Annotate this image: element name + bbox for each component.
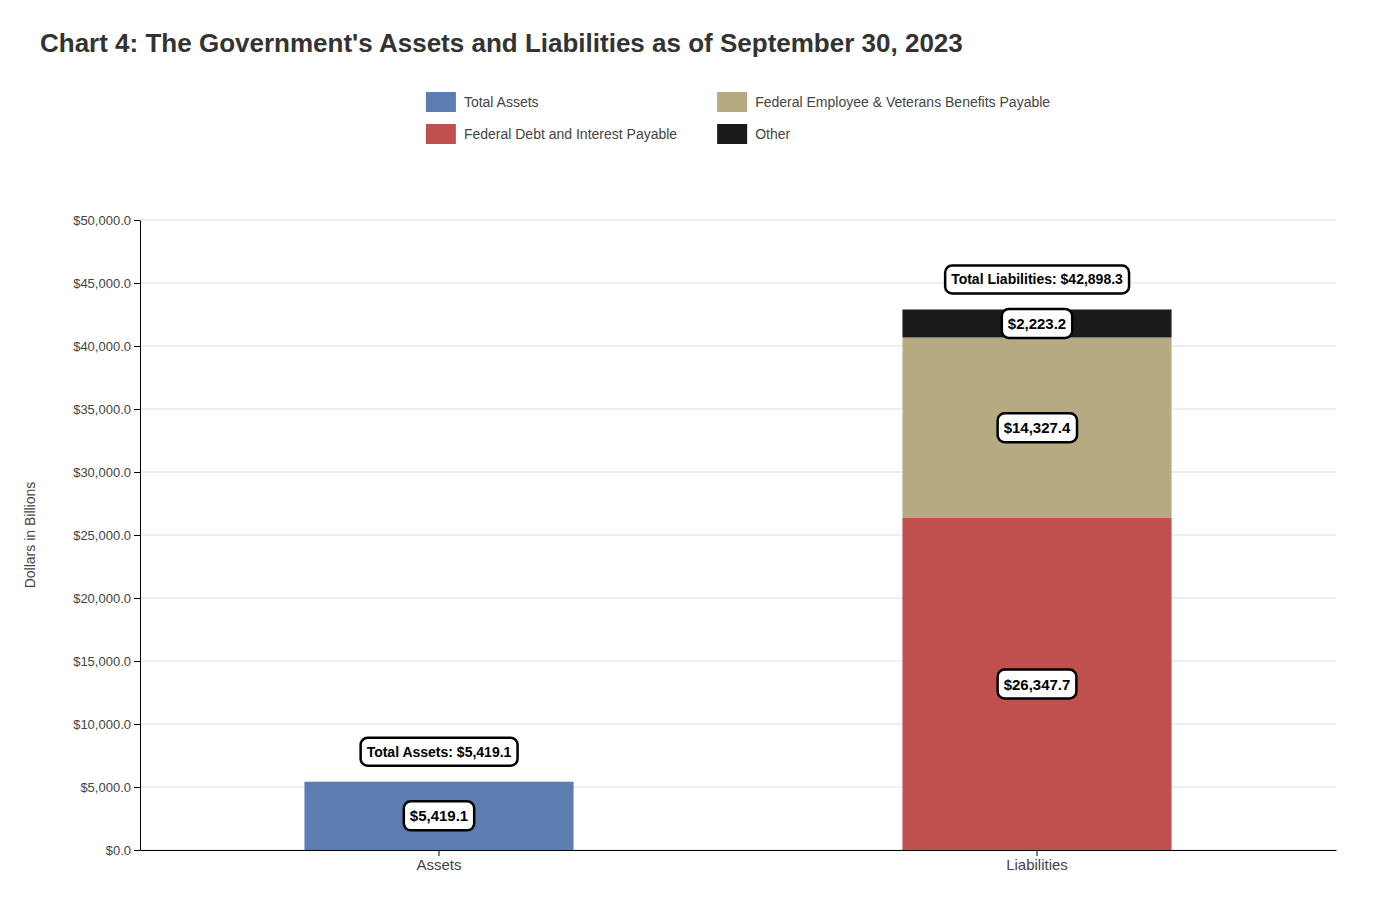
axis-line — [140, 221, 141, 851]
tick: $35,000.0 — [73, 402, 140, 417]
legend-label: Other — [755, 126, 790, 142]
x-axis: Assets Liabilities — [141, 850, 1337, 873]
tick-label: Liabilities — [1006, 856, 1068, 873]
label-box — [998, 413, 1077, 442]
label-box — [945, 265, 1129, 293]
legend-item: Federal Debt and Interest Payable — [426, 124, 677, 144]
legend-swatch — [717, 92, 747, 112]
plot: $0.0 $5,000.0 $10,000.0 $15,000.0 $20,000.0 $… — [22, 213, 1337, 873]
tick-label: $35,000.0 — [73, 402, 131, 417]
tick-mark — [134, 850, 140, 851]
tick: $0.0 — [106, 843, 140, 858]
legend-label: Federal Employee & Veterans Benefits Pay… — [755, 94, 1050, 110]
tick: Liabilities — [1006, 850, 1068, 873]
tick-mark — [134, 220, 140, 221]
annotation: Total Liabilities: $42,898.3 — [951, 271, 1123, 287]
labels: $5,419.1 $26,347.7 $14,327.4 $2,223.2 Total … — [361, 265, 1129, 830]
legend-swatch — [717, 124, 747, 144]
label-box — [998, 670, 1077, 699]
tick-mark — [134, 724, 140, 725]
axis-title: Dollars in Billions — [22, 482, 38, 589]
tick-mark — [134, 472, 140, 473]
tick-label: $40,000.0 — [73, 339, 131, 354]
data-label: $26,347.7 — [1004, 676, 1071, 693]
data-label-group: $5,419.1 — [404, 801, 474, 830]
bars — [304, 309, 1171, 850]
bar — [902, 337, 1171, 518]
tick: $25,000.0 — [73, 528, 140, 543]
tick-label: $15,000.0 — [73, 654, 131, 669]
tick: $20,000.0 — [73, 591, 140, 606]
annotation-group: Total Liabilities: $42,898.3 — [945, 265, 1129, 293]
tick-mark — [134, 409, 140, 410]
tick: $15,000.0 — [73, 654, 140, 669]
tick-mark — [134, 598, 140, 599]
tick: $45,000.0 — [73, 276, 140, 291]
tick-label: $50,000.0 — [73, 213, 131, 228]
tick: $50,000.0 — [73, 213, 140, 228]
legend-label: Federal Debt and Interest Payable — [464, 126, 677, 142]
bar — [902, 518, 1171, 850]
axis-line — [141, 850, 1337, 851]
bar — [304, 782, 573, 850]
tick: $5,000.0 — [80, 780, 140, 795]
legend-item: Federal Employee & Veterans Benefits Pay… — [717, 92, 1050, 112]
tick-label: $45,000.0 — [73, 276, 131, 291]
bar — [902, 309, 1171, 337]
tick: $40,000.0 — [73, 339, 140, 354]
tick-label: $30,000.0 — [73, 465, 131, 480]
tick-label: Assets — [416, 856, 461, 873]
tick: $10,000.0 — [73, 717, 140, 732]
grid — [140, 220, 1336, 850]
legend-swatch — [426, 124, 456, 144]
label-box — [1002, 309, 1072, 338]
tick-mark — [134, 283, 140, 284]
data-label-group: $2,223.2 — [1002, 309, 1072, 338]
tick-label: $0.0 — [106, 843, 131, 858]
legend-item: Total Assets — [426, 92, 539, 112]
tick-label: $10,000.0 — [73, 717, 131, 732]
annotation: Total Assets: $5,419.1 — [367, 744, 512, 760]
tick-mark — [134, 787, 140, 788]
data-label: $14,327.4 — [1004, 419, 1071, 436]
data-label-group: $26,347.7 — [998, 670, 1077, 699]
tick-mark — [134, 661, 140, 662]
tick-mark — [134, 535, 140, 536]
label-box — [404, 801, 474, 830]
tick: $30,000.0 — [73, 465, 140, 480]
chart: Chart 4: The Government's Assets and Lia… — [0, 0, 1386, 910]
tick-label: $20,000.0 — [73, 591, 131, 606]
annotation-group: Total Assets: $5,419.1 — [361, 738, 518, 766]
tick-label: $25,000.0 — [73, 528, 131, 543]
legend-label: Total Assets — [464, 94, 539, 110]
legend-swatch — [426, 92, 456, 112]
tick-mark — [134, 346, 140, 347]
grid-line — [140, 283, 1336, 284]
title: Chart 4: The Government's Assets and Lia… — [40, 28, 963, 58]
data-label: $5,419.1 — [410, 807, 468, 824]
grid-line — [140, 220, 1336, 221]
tick: Assets — [416, 850, 461, 873]
data-label-group: $14,327.4 — [998, 413, 1077, 442]
y-axis: $0.0 $5,000.0 $10,000.0 $15,000.0 $20,000.0 $… — [73, 213, 140, 858]
label-box — [361, 738, 518, 766]
tick-label: $5,000.0 — [80, 780, 131, 795]
legend-item: Other — [717, 124, 790, 144]
legend: Total Assets Federal Debt and Interest Pa… — [426, 92, 1050, 144]
data-label: $2,223.2 — [1008, 315, 1066, 332]
